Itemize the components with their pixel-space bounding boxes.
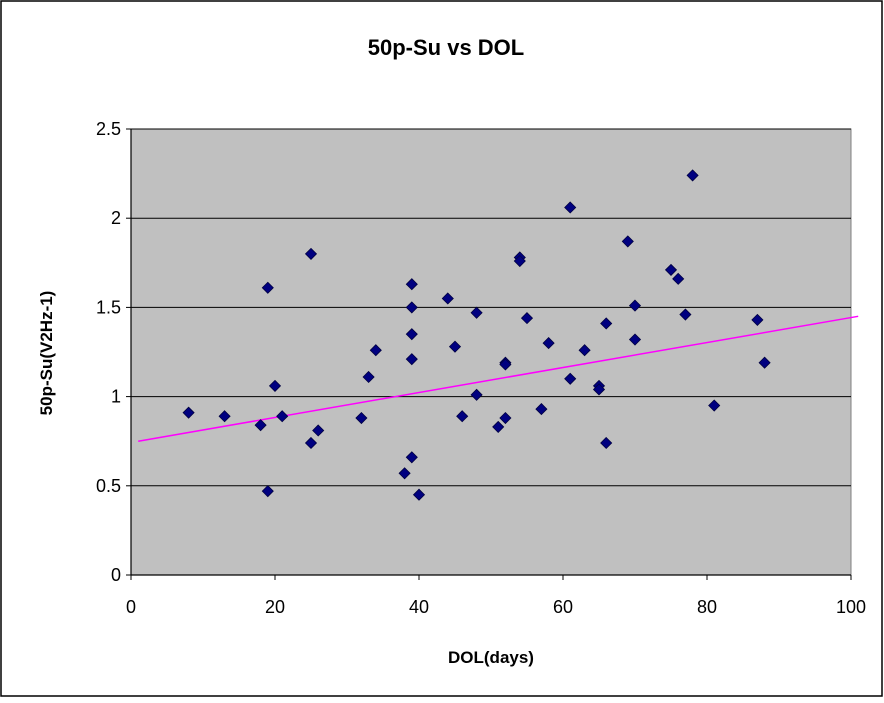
data-point — [600, 317, 613, 330]
x-axis-title: DOL(days) — [448, 648, 534, 667]
trendline-layer — [138, 315, 859, 442]
data-point — [276, 410, 289, 423]
data-point — [369, 344, 382, 357]
data-point — [628, 299, 642, 312]
data-point — [398, 467, 411, 480]
data-point — [355, 411, 368, 425]
x-tick-label: 80 — [697, 597, 717, 617]
data-point — [672, 272, 685, 285]
data-point — [564, 201, 577, 214]
y-tick-label: 0 — [111, 565, 121, 585]
data-point — [268, 379, 282, 392]
data-point — [405, 301, 418, 314]
data-point — [520, 312, 534, 325]
data-point — [621, 235, 634, 248]
x-tick-label: 60 — [553, 597, 573, 617]
data-point — [513, 254, 526, 268]
data-point — [664, 263, 678, 277]
data-points — [182, 169, 771, 501]
data-point — [751, 313, 764, 326]
data-point — [448, 340, 462, 353]
data-point — [592, 383, 606, 396]
data-point — [470, 388, 483, 401]
tick-labels: 0 0.5 1 1.5 2 2.5 0 20 40 60 80 100 — [96, 119, 866, 617]
data-point — [261, 281, 274, 294]
y-tick-label: 1.5 — [96, 297, 121, 317]
data-point — [456, 410, 469, 423]
data-point — [628, 333, 642, 346]
trendline — [138, 315, 859, 442]
y-tick-label: 2 — [111, 208, 121, 228]
data-point — [499, 358, 512, 371]
data-point — [405, 328, 418, 341]
x-tick-label: 0 — [126, 597, 136, 617]
y-tick-label: 0.5 — [96, 476, 121, 496]
y-axis-title: 50p-Su(V2Hz-1) — [37, 291, 56, 416]
data-point — [686, 169, 699, 182]
data-point — [304, 436, 318, 450]
axes — [126, 128, 852, 580]
data-point — [758, 356, 771, 369]
data-point — [535, 403, 548, 416]
data-point — [362, 370, 375, 384]
data-point — [578, 344, 591, 357]
data-point — [405, 278, 418, 291]
data-point — [679, 308, 692, 321]
data-point — [405, 353, 418, 366]
y-tick-label: 2.5 — [96, 119, 121, 139]
data-point — [499, 411, 512, 425]
gridlines — [131, 128, 851, 487]
data-point — [470, 306, 483, 319]
y-tick-label: 1 — [111, 387, 121, 407]
data-point — [312, 424, 325, 437]
data-point — [182, 406, 195, 419]
plot-area — [130, 128, 852, 576]
data-point — [261, 485, 274, 498]
data-point — [542, 337, 555, 350]
data-point — [218, 410, 231, 423]
data-point — [254, 419, 267, 432]
data-point — [405, 451, 418, 464]
data-point — [492, 420, 505, 433]
x-tick-label: 40 — [409, 597, 429, 617]
x-tick-label: 20 — [265, 597, 285, 617]
data-point — [564, 372, 577, 385]
data-point — [412, 488, 426, 501]
x-tick-label: 100 — [836, 597, 866, 617]
data-point — [441, 292, 454, 305]
data-point — [708, 399, 721, 412]
chart-title: 50p-Su vs DOL — [368, 35, 524, 60]
data-point — [304, 247, 318, 260]
data-point — [600, 436, 613, 450]
